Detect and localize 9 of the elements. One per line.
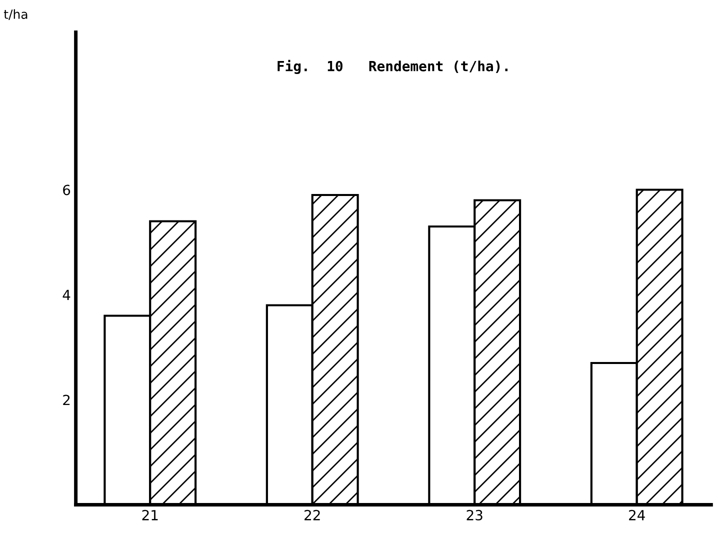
x-tick-label: 21	[142, 510, 158, 520]
y-tick-label: 4	[62, 290, 70, 300]
y-axis-title: t/ha	[4, 9, 28, 20]
y-tick-label: 6	[63, 184, 70, 196]
x-tick-label: 22	[304, 510, 320, 520]
x-tick-label: 24	[629, 510, 645, 520]
text: Fig. 10 Rendement (t/ha).	[278, 60, 508, 74]
y-tick-label: 2	[63, 394, 70, 406]
x-tick-label: 23	[466, 510, 482, 520]
